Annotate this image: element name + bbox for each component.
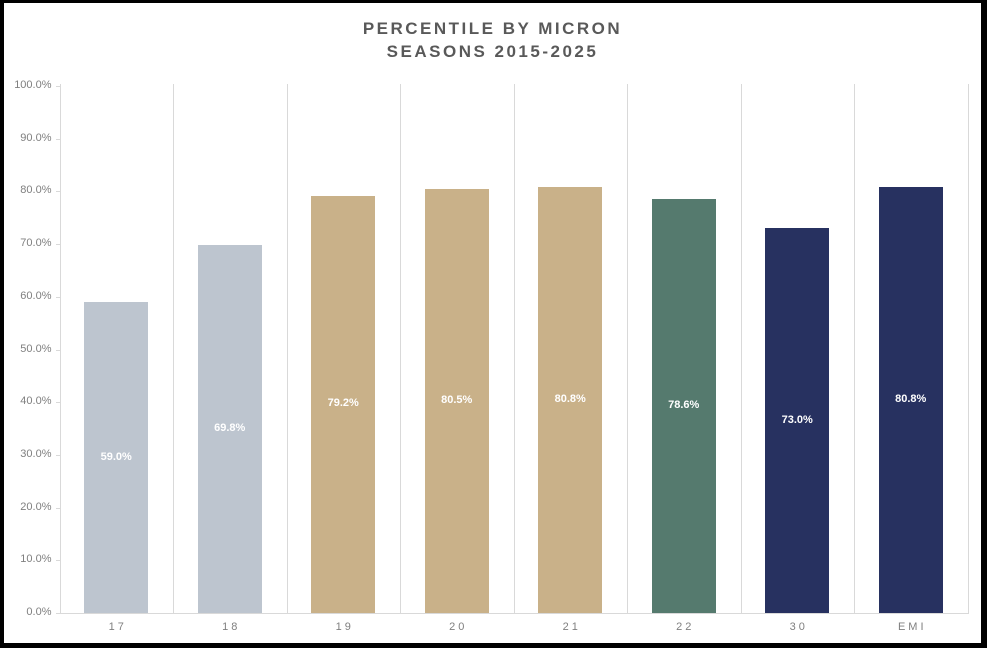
gridline-vertical — [286, 84, 288, 613]
bar-21 — [538, 187, 603, 613]
bar-30 — [765, 228, 830, 613]
chart-title-line1: PERCENTILE BY MICRON — [362, 19, 623, 38]
gridline-vertical — [627, 84, 628, 613]
x-tick-label: 18 — [222, 621, 241, 633]
gridline-vertical — [513, 84, 515, 613]
y-tick-label: 80.0% — [20, 184, 52, 197]
y-axis-tick — [55, 613, 60, 614]
y-axis-tick — [55, 560, 60, 562]
bar-label: 80.8% — [554, 393, 586, 406]
y-tick-label: 100.0% — [14, 79, 52, 91]
gridline-vertical — [740, 84, 742, 613]
y-axis-tick — [55, 507, 60, 509]
bar-label: 73.0% — [781, 413, 813, 426]
y-axis-tick — [55, 191, 60, 193]
y-axis-tick — [55, 349, 60, 351]
x-tick-label: 20 — [449, 621, 468, 633]
y-tick-label: 40.0% — [20, 395, 52, 408]
x-tick-label: 22 — [676, 621, 695, 633]
bar-label: 78.6% — [668, 398, 700, 411]
bar-label: 59.0% — [100, 450, 132, 463]
y-tick-label: 0.0% — [26, 606, 52, 618]
chart-title-line2: SEASONS 2015-2025 — [386, 42, 599, 61]
y-tick-label: 30.0% — [20, 447, 52, 460]
chart-title: PERCENTILE BY MICRON SEASONS 2015-2025 — [4, 17, 981, 63]
bar-label: 80.5% — [441, 393, 473, 406]
x-tick-label: 17 — [108, 621, 127, 633]
bar-17 — [84, 302, 149, 613]
y-axis-tick — [55, 402, 60, 404]
x-axis-line — [55, 613, 969, 614]
y-tick-label: 90.0% — [20, 131, 52, 144]
bar-18 — [197, 245, 262, 613]
y-tick-label: 10.0% — [20, 553, 52, 566]
y-axis-tick — [55, 296, 60, 298]
gridline-vertical — [400, 84, 401, 613]
gridline-vertical — [854, 84, 855, 613]
y-axis-tick — [55, 454, 60, 456]
bar-label: 69.8% — [214, 422, 246, 435]
y-tick-label: 50.0% — [20, 342, 52, 355]
bar-emi — [878, 187, 943, 613]
gridline-vertical — [173, 84, 174, 613]
gridline-vertical — [967, 84, 969, 613]
y-tick-label: 60.0% — [20, 289, 52, 302]
y-axis-tick — [55, 244, 60, 246]
x-tick-label: 30 — [789, 621, 808, 633]
y-tick-label: 70.0% — [20, 237, 52, 250]
bar-19 — [311, 195, 376, 613]
bar-label: 80.8% — [895, 393, 927, 406]
bar-label: 79.2% — [327, 397, 359, 410]
y-axis-line — [59, 84, 61, 613]
x-tick-label: EMI — [897, 621, 927, 633]
x-tick-label: 19 — [335, 621, 354, 633]
bar-20 — [424, 188, 489, 613]
y-axis-tick — [55, 86, 60, 87]
y-tick-label: 20.0% — [20, 500, 52, 513]
bar-22 — [651, 198, 716, 613]
y-axis-tick — [55, 138, 60, 140]
x-tick-label: 21 — [562, 621, 581, 633]
